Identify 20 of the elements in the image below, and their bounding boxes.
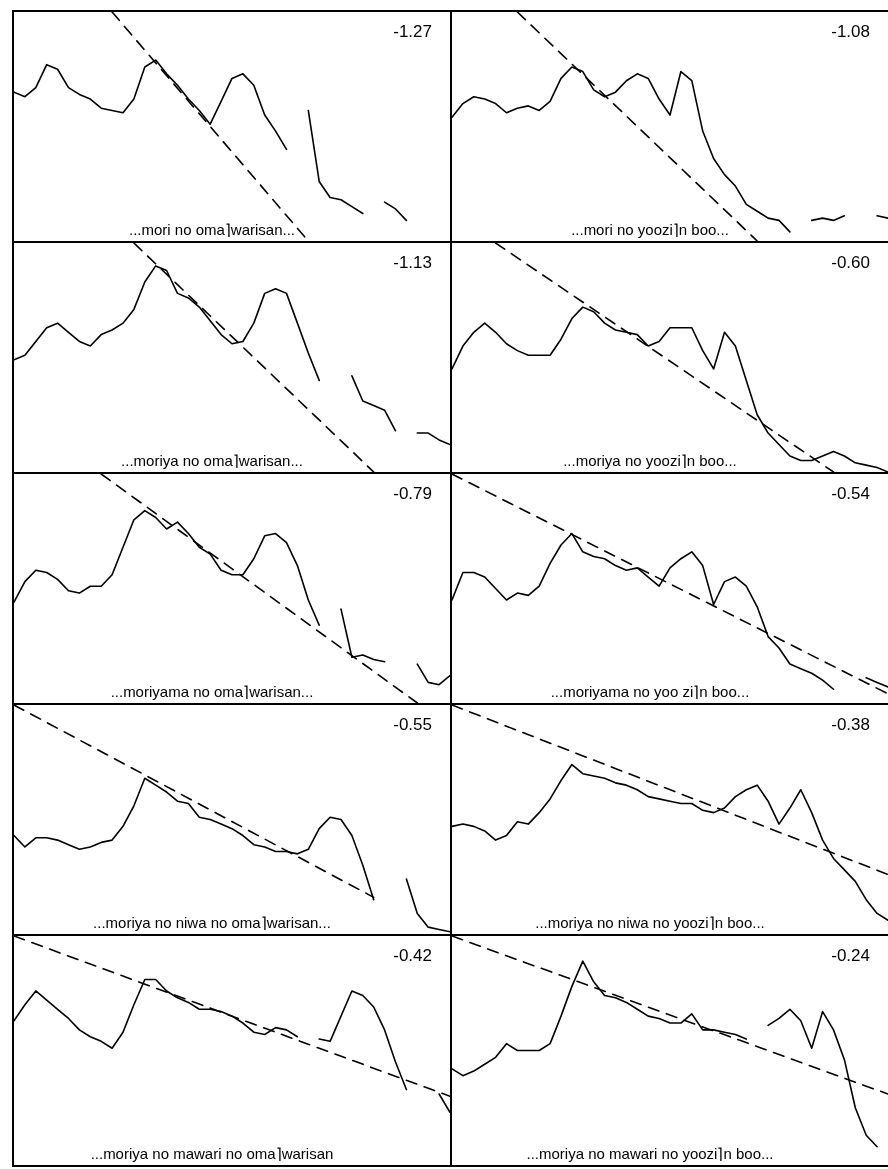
annotation: ...moriyama no yoo zi⌉n boo... — [550, 682, 750, 700]
annotation: ...moriya no mawari no yoozi⌉n boo... — [526, 1144, 774, 1162]
annotation: ...moriyama no oma⌉warisan... — [110, 682, 314, 700]
annotation: -0.60 — [831, 253, 870, 273]
annotation: -0.55 — [393, 715, 432, 735]
annotation: -0.54 — [831, 484, 870, 504]
annotation: -0.38 — [831, 715, 870, 735]
annotation: ...moriya no niwa no yoozi⌉n boo... — [535, 913, 765, 931]
annotation: -1.27 — [393, 22, 432, 42]
annotation: -0.42 — [393, 946, 432, 966]
annotation: -1.13 — [393, 253, 432, 273]
annotation: ...moriya no niwa no oma⌉warisan... — [93, 913, 331, 931]
annotation: -0.24 — [831, 946, 870, 966]
annotation: ...moriya no oma⌉warisan... — [121, 451, 303, 469]
annotation: ...mori no yoozi⌉n boo... — [571, 220, 729, 238]
annotation: ...moriya no yoozi⌉n boo... — [563, 451, 737, 469]
annotation: ...moriya no mawari no oma⌉warisan — [90, 1144, 334, 1162]
annotation: -1.08 — [831, 22, 870, 42]
annotation: -0.79 — [393, 484, 432, 504]
annotation: ...mori no oma⌉warisan... — [128, 220, 296, 238]
